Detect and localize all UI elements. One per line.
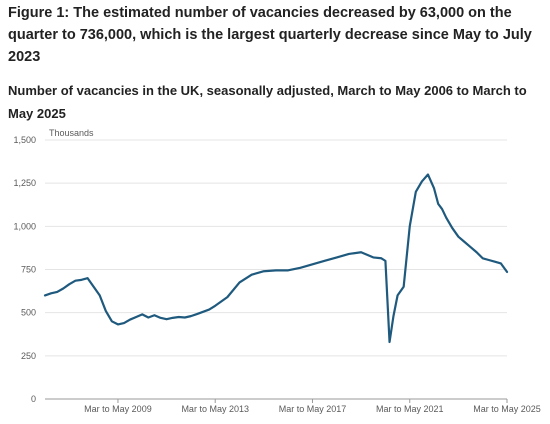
vacancies-series-line (43, 173, 509, 344)
figure-title: Figure 1: The estimated number of vacanc… (8, 5, 532, 65)
y-axis-ticks: 0 250 500 750 1,000 1,250 1,500 (13, 135, 36, 404)
y-tick-label: 1,500 (13, 135, 36, 145)
y-tick-label: 750 (21, 265, 36, 275)
x-tick-label: Mar to May 2013 (181, 404, 249, 414)
x-axis-ticks: Mar to May 2009 Mar to May 2013 Mar to May… (84, 399, 541, 414)
series-layer (43, 173, 509, 344)
y-tick-label: 1,250 (13, 178, 36, 188)
x-tick-label: Mar to May 2021 (376, 404, 444, 414)
gridlines (45, 139, 507, 400)
x-tick-label: Mar to May 2017 (279, 404, 347, 414)
y-axis-unit-label: Thousands (49, 128, 94, 138)
chart-title: Number of vacancies in the UK, seasonall… (8, 83, 527, 121)
y-tick-label: 250 (21, 351, 36, 361)
y-tick-label: 1,000 (13, 221, 36, 231)
y-tick-label: 0 (31, 394, 36, 404)
x-tick-label: Mar to May 2025 (473, 404, 541, 414)
x-tick-label: Mar to May 2009 (84, 404, 152, 414)
y-tick-label: 500 (21, 308, 36, 318)
